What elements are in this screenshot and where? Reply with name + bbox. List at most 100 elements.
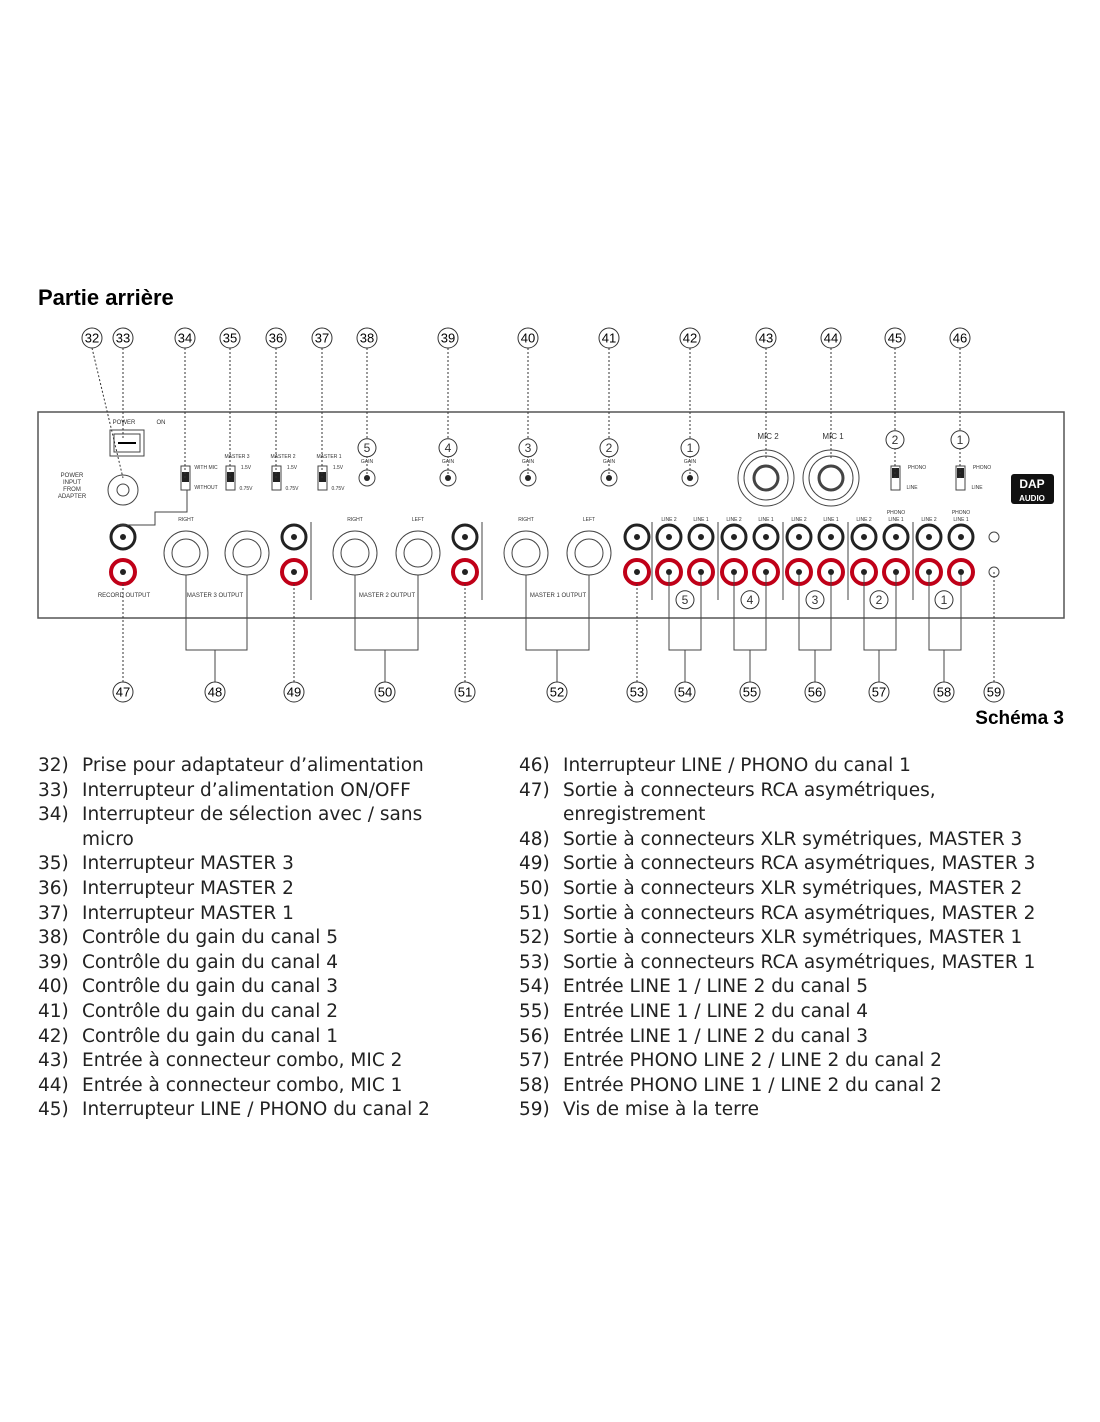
callout-circle [517, 327, 539, 349]
callout-number: 51 [458, 685, 472, 700]
channel-circle [438, 438, 458, 458]
channel-circle [805, 590, 825, 610]
callout-circle [983, 681, 1005, 703]
combo-in [817, 464, 845, 492]
item-number: 52) [519, 927, 550, 949]
item-text: Sortie à connecteurs RCA asymétriques, e… [563, 779, 936, 826]
legend-item: 38) Contrôle du gain du canal 5 [38, 926, 454, 951]
item-number: 48) [519, 828, 550, 850]
callout-circle [546, 681, 568, 703]
item-text: Interrupteur de sélection avec / sans mi… [82, 804, 423, 850]
callout-number: 52 [550, 685, 564, 700]
item-text: Entrée PHONO LINE 2 / LINE 2 du canal 2 [563, 1050, 942, 1072]
callout-number: 32 [85, 331, 99, 346]
item-number: 45) [38, 1099, 69, 1121]
callout-circle [949, 327, 971, 349]
item-number: 43) [38, 1050, 69, 1072]
panel-label: RIGHT [178, 517, 194, 523]
legend-item: 33) Interrupteur d’alimentation ON/OFF [38, 779, 454, 804]
callout-number: 45 [888, 331, 902, 346]
panel-label: 3 [812, 593, 819, 607]
rca-red-in [958, 569, 964, 575]
panel-label: INPUT [63, 480, 81, 486]
callout-number: 34 [178, 331, 192, 346]
panel-label: ON [157, 420, 166, 426]
rca-red-in [462, 569, 468, 575]
rca-black-in [763, 534, 769, 540]
panel-label: 1 [957, 433, 964, 447]
item-text: Sortie à connecteurs XLR symétriques, MA… [563, 828, 1023, 850]
item-number: 39) [38, 951, 69, 973]
item-text: Entrée PHONO LINE 1 / LINE 2 du canal 2 [563, 1074, 942, 1096]
rca-red-in [291, 569, 297, 575]
callout-circle [204, 681, 226, 703]
item-text: Interrupteur MASTER 1 [82, 902, 294, 924]
item-text: Entrée à connecteur combo, MIC 1 [82, 1074, 403, 1096]
panel-label: GAIN [603, 459, 616, 465]
rca-black-in [861, 534, 867, 540]
xlr-in [403, 538, 433, 568]
rca-black-in [291, 534, 297, 540]
legend-item: 41) Contrôle du gain du canal 2 [38, 1000, 454, 1025]
item-text: Contrôle du gain du canal 3 [82, 976, 339, 998]
panel-label: 1 [687, 441, 694, 455]
item-text: Interrupteur d’alimentation ON/OFF [82, 779, 411, 801]
panel-label: LINE 1 [888, 517, 904, 523]
callout-number: 43 [759, 331, 773, 346]
bracket [185, 575, 248, 651]
panel-label: WITH MIC [194, 465, 218, 471]
rca-black-in [698, 534, 704, 540]
callout-circle [755, 327, 777, 349]
item-text: Contrôle du gain du canal 5 [82, 927, 339, 949]
panel-label: 2 [876, 593, 883, 607]
legend-item: 36) Interrupteur MASTER 2 [38, 877, 454, 902]
callout-circle [739, 681, 761, 703]
rca-black-in [120, 534, 126, 540]
bracket [117, 490, 188, 526]
panel-label: LINE 1 [693, 517, 709, 523]
callout-number: 58 [937, 685, 951, 700]
item-number: 38) [38, 927, 69, 949]
item-text: Contrôle du gain du canal 4 [82, 951, 339, 973]
item-text: Sortie à connecteurs XLR symétriques, MA… [563, 877, 1023, 899]
callout-circle [283, 681, 305, 703]
rca-black-in [796, 534, 802, 540]
panel-label: POWER [113, 420, 136, 426]
rca-red-in [861, 569, 867, 575]
panel-label: 4 [445, 441, 452, 455]
rca-black-in [926, 534, 932, 540]
rca-black-in [731, 534, 737, 540]
panel-label: PHONO [973, 465, 991, 471]
panel-label: MIC 1 [822, 432, 844, 441]
panel-label: LEFT [412, 517, 424, 523]
callout-circle [219, 327, 241, 349]
panel-label: PHONO [908, 465, 926, 471]
callout-circle [598, 327, 620, 349]
callout-circle [174, 327, 196, 349]
xlr-in [232, 538, 262, 568]
panel-label: 1.5V [287, 465, 298, 471]
legend-item: 44) Entrée à connecteur combo, MIC 1 [38, 1074, 454, 1099]
item-text: Entrée LINE 1 / LINE 2 du canal 4 [563, 1000, 868, 1022]
callout-circle [265, 327, 287, 349]
panel-label: 3 [525, 441, 532, 455]
callout-circle [112, 681, 134, 703]
panel-label: PHONO [952, 510, 970, 516]
panel-label: LINE 1 [758, 517, 774, 523]
legend-item: 40) Contrôle du gain du canal 3 [38, 975, 454, 1000]
item-number: 32) [38, 755, 69, 776]
rca-red-in [698, 569, 704, 575]
rca-black-in [666, 534, 672, 540]
panel-label: MASTER 3 OUTPUT [187, 593, 244, 599]
callout-circle [454, 681, 476, 703]
legend-item: 39) Contrôle du gain du canal 4 [38, 951, 454, 976]
item-number: 36) [38, 877, 69, 899]
callout-number: 35 [223, 331, 237, 346]
rca-red-in [731, 569, 737, 575]
item-text: Contrôle du gain du canal 2 [82, 1000, 339, 1022]
item-number: 42) [38, 1025, 69, 1047]
item-text: Vis de mise à la terre [563, 1099, 760, 1121]
legend-item: 43) Entrée à connecteur combo, MIC 2 [38, 1049, 454, 1074]
